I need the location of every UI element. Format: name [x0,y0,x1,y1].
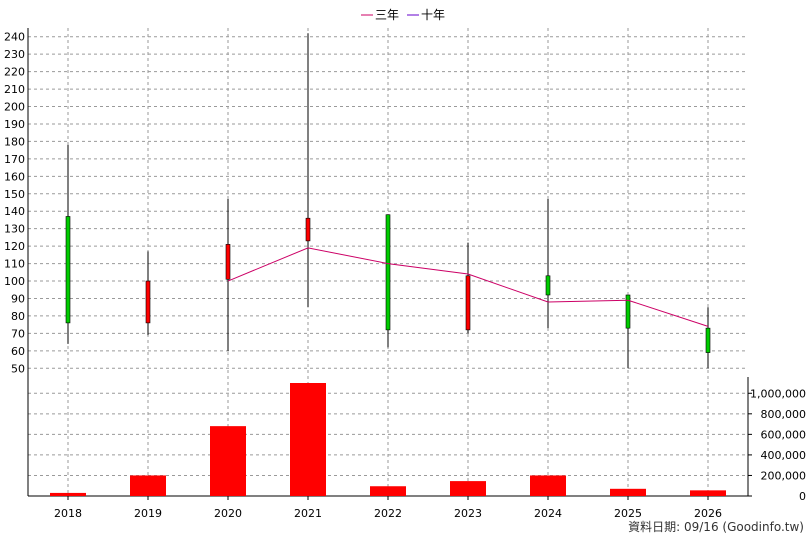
volume-bar [610,488,646,496]
volume-bar [130,475,166,496]
candle-body [545,275,551,296]
volume-bar [290,383,326,496]
price-tick-label: 180 [4,135,25,148]
price-tick-label: 90 [11,292,25,305]
price-tick-label: 140 [4,205,25,218]
moving-average-lines [227,247,709,327]
price-tick-label: 230 [4,48,25,61]
volume-tick-label: 400,000 [761,449,807,462]
price-tick-label: 150 [4,188,25,201]
x-tick-label: 2020 [214,507,242,520]
price-tick-label: 60 [11,345,25,358]
candle-body [705,327,711,353]
volume-tick-label: 0 [799,490,806,503]
volume-bar [50,492,86,496]
candle-body [65,216,71,324]
source-label: 資料日期: 09/16 (Goodinfo.tw) [628,520,804,534]
x-tick-label: 2021 [294,507,322,520]
x-tick-label: 2026 [694,507,722,520]
legend: 三年 十年 [361,8,445,22]
volume-bar [370,486,406,496]
price-tick-label: 100 [4,275,25,288]
volume-bar [450,481,486,496]
candle-body [385,214,391,331]
legend-label-10yr: 十年 [421,8,445,22]
price-tick-label: 170 [4,153,25,166]
price-tick-label: 190 [4,118,25,131]
x-tick-label: 2024 [534,507,562,520]
price-tick-label: 130 [4,223,25,236]
x-tick-label: 2022 [374,507,402,520]
volume-bars [50,383,726,496]
volume-tick-label: 200,000 [761,469,807,482]
legend-label-3yr: 三年 [375,8,399,22]
price-tick-label: 80 [11,310,25,323]
candle-body [225,244,231,280]
volume-tick-label: 600,000 [761,428,807,441]
tick-labels: 50 60 70 80 90 100 110 120 130 140 150 160 170 180 190… [4,31,806,520]
x-tick-label: 2025 [614,507,642,520]
price-tick-label: 70 [11,327,25,340]
candlesticks [65,33,711,369]
price-tick-label: 200 [4,101,25,114]
price-tick-label: 120 [4,240,25,253]
price-tick-label: 110 [4,258,25,271]
candle-body [625,294,631,329]
candle-body [145,280,151,324]
price-tick-label: 220 [4,66,25,79]
price-tick-label: 160 [4,170,25,183]
volume-bar [690,490,726,496]
volume-tick-label: 1,000,000 [750,387,806,400]
candle-body [465,275,471,331]
volume-bar [210,426,246,496]
price-tick-label: 210 [4,83,25,96]
x-tick-label: 2019 [134,507,162,520]
x-tick-label: 2018 [54,507,82,520]
volume-bar [530,475,566,496]
price-tick-label: 50 [11,362,25,375]
volume-tick-label: 800,000 [761,408,807,421]
ma-line-三年 [227,247,709,327]
x-tick-label: 2023 [454,507,482,520]
candle-body [305,217,311,242]
price-tick-label: 240 [4,31,25,44]
